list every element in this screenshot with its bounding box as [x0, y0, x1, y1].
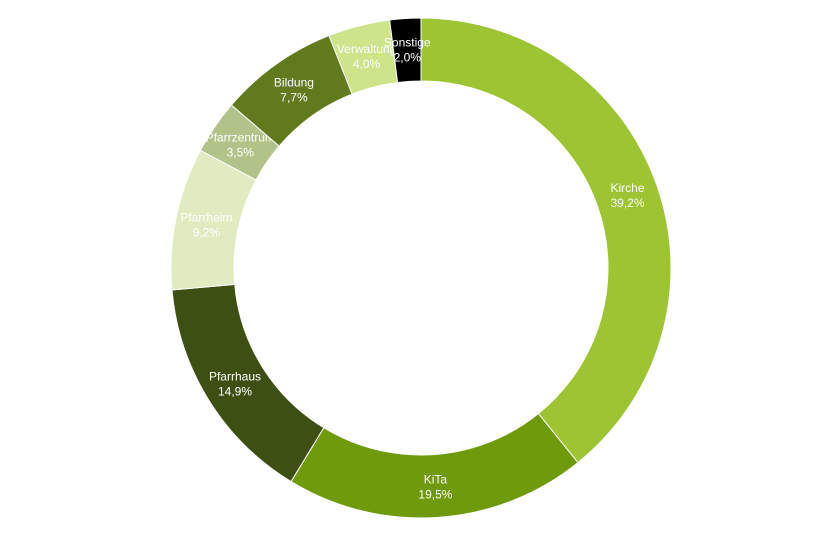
slice-label-kita: KiTa 19,5%	[418, 473, 452, 502]
slice-kita	[290, 412, 579, 519]
slice-label-name: Bildung	[274, 76, 314, 90]
slice-label-pfarrhaus: Pfarrhaus 14,9%	[209, 370, 261, 399]
slice-label-name: Sonstige	[384, 35, 431, 49]
slice-label-pfarrzentrum: Pfarrzentrum 3,5%	[206, 130, 275, 159]
slice-kirche	[420, 17, 672, 464]
slice-sonstige	[389, 17, 422, 84]
slice-label-name: Kirche	[611, 181, 645, 195]
slice-label-name: Pfarrheim	[180, 210, 232, 224]
slice-label-name: Pfarrzentrum	[206, 130, 275, 144]
slice-label-value: 4,0%	[353, 57, 381, 71]
slice-label-value: 3,5%	[227, 145, 255, 159]
slice-label-value: 14,9%	[218, 385, 252, 399]
slice-label-name: KiTa	[424, 473, 448, 487]
slice-label-name: Verwaltung	[337, 42, 396, 56]
slice-label-value: 39,2%	[610, 196, 644, 210]
slice-label-sonstige: Sonstige 2,0%	[384, 35, 431, 64]
slice-label-value: 19,5%	[418, 488, 452, 502]
slice-label-kirche: Kirche 39,2%	[610, 181, 644, 210]
slice-label-value: 7,7%	[280, 91, 308, 105]
slice-label-verwaltung: Verwaltung 4,0%	[337, 42, 396, 71]
slice-label-value: 2,0%	[394, 50, 422, 64]
slice-label-bildung: Bildung 7,7%	[274, 76, 314, 105]
slice-label-pfarrheim: Pfarrheim 9,2%	[180, 210, 232, 239]
slice-label-value: 9,2%	[193, 225, 221, 239]
slice-label-name: Pfarrhaus	[209, 370, 261, 384]
